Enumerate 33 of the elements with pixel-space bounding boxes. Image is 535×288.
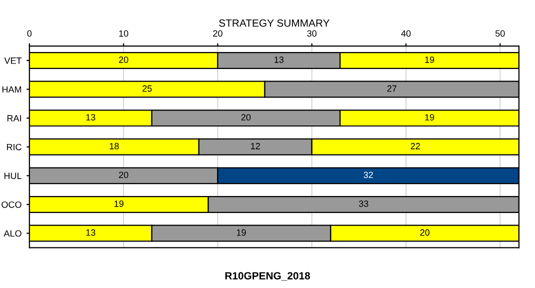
y-tick-label: RAI	[7, 115, 21, 122]
data-label: 20	[119, 172, 128, 178]
data-label: 19	[425, 114, 434, 121]
y-tick-label: OCO	[2, 201, 22, 208]
x-tick-label: 30	[307, 30, 317, 37]
y-tick-label: RIC	[6, 144, 22, 150]
data-label: 12	[251, 142, 260, 150]
y-tick-label: HAM	[2, 86, 22, 93]
data-label: 19	[236, 229, 246, 236]
x-tick-label: 10	[119, 30, 128, 37]
text: R10GPENG_2018	[225, 272, 310, 281]
data-label: 25	[142, 85, 152, 92]
data-label: 18	[110, 142, 119, 150]
y-tick-label: HUL	[4, 172, 22, 180]
data-label: 20	[241, 114, 251, 121]
data-label: 13	[86, 114, 96, 121]
data-label: 13	[274, 56, 284, 63]
x-tick-label: 50	[495, 30, 505, 37]
x-tick-label: 20	[213, 30, 222, 37]
y-tick-label: ALO	[4, 230, 22, 237]
data-label: 13	[86, 229, 96, 236]
data-label: 19	[114, 200, 124, 207]
data-label: 33	[358, 200, 368, 207]
chart-title: STRATEGY SUMMARY	[219, 19, 330, 27]
data-label: 22	[410, 142, 420, 150]
x-tick-label: 0	[27, 30, 32, 37]
data-label: 20	[119, 56, 128, 63]
y-tick-label: VET	[4, 58, 22, 64]
data-label: 19	[425, 56, 434, 63]
data-label: 20	[420, 229, 430, 236]
data-label: 27	[387, 85, 396, 92]
x-tick-label: 40	[401, 30, 411, 37]
data-label: 32	[364, 172, 373, 178]
